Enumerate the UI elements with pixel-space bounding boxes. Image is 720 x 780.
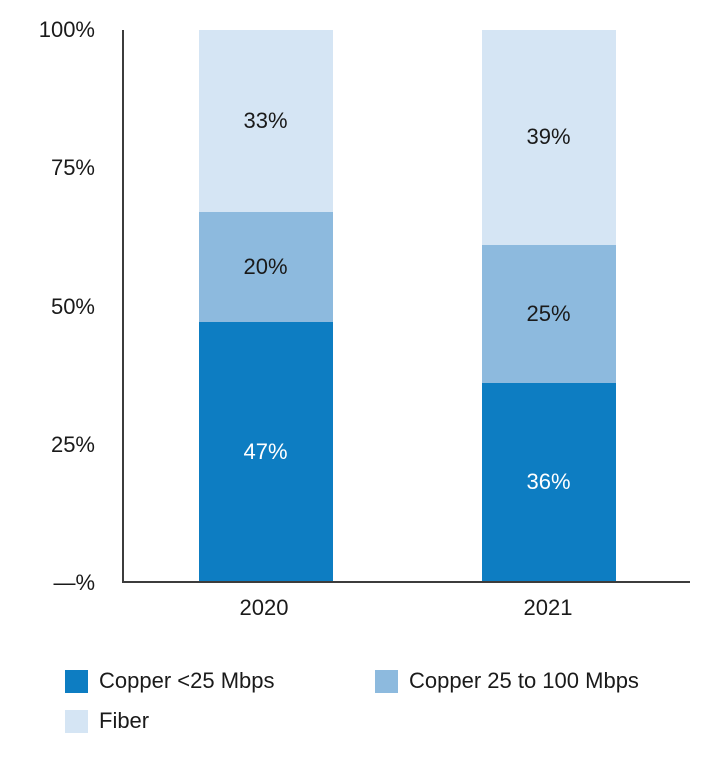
y-tick-label: 50%: [50, 293, 95, 319]
bar-segment: 33%: [198, 30, 333, 212]
legend-swatch-icon: [375, 669, 398, 693]
x-axis: 2020 2021: [122, 595, 690, 621]
legend-swatch-icon: [65, 669, 88, 693]
legend-label: Fiber: [99, 708, 150, 733]
bar-column-2020: 47% 20% 33%: [124, 30, 407, 581]
plot-row: 100% 75% 50% 25% —% 47% 20% 33% 36% 25% 39%: [0, 17, 720, 595]
stacked-bar-2021: 36% 25% 39%: [481, 30, 616, 581]
bar-segment-value: 39%: [526, 124, 571, 150]
legend-item: Fiber: [65, 708, 375, 734]
plot-area: 47% 20% 33% 36% 25% 39%: [122, 30, 690, 583]
bar-segment: 36%: [481, 382, 616, 581]
y-tick-label: 100%: [38, 17, 95, 42]
bar-segment: 25%: [481, 244, 616, 383]
x-tick-label: 2021: [523, 595, 573, 620]
bar-column-2021: 36% 25% 39%: [407, 30, 690, 581]
bar-segment-value: 36%: [526, 468, 571, 494]
legend: Copper <25 Mbps Copper 25 to 100 Mbps Fibe…: [65, 668, 720, 734]
legend-label: Copper <25 Mbps: [99, 668, 275, 693]
bar-segment: 47%: [198, 322, 333, 581]
y-tick-label: 75%: [50, 155, 95, 181]
bar-segment-value: 47%: [243, 438, 288, 464]
bar-segment-value: 25%: [526, 300, 571, 326]
legend-item: Copper 25 to 100 Mbps: [375, 668, 639, 694]
y-axis: 100% 75% 50% 25% —%: [0, 17, 122, 595]
bar-segment: 39%: [481, 30, 616, 245]
y-tick-label: 25%: [50, 431, 95, 457]
stacked-bar-2020: 47% 20% 33%: [198, 30, 333, 581]
legend-label: Copper 25 to 100 Mbps: [409, 668, 639, 693]
x-tick-label: 2020: [239, 595, 289, 620]
y-tick-label: —%: [53, 570, 95, 595]
bar-segment-value: 20%: [243, 253, 288, 279]
bar-segment-value: 33%: [243, 107, 288, 133]
legend-swatch-icon: [65, 709, 88, 733]
legend-item: Copper <25 Mbps: [65, 668, 375, 694]
bar-segment: 20%: [198, 211, 333, 323]
